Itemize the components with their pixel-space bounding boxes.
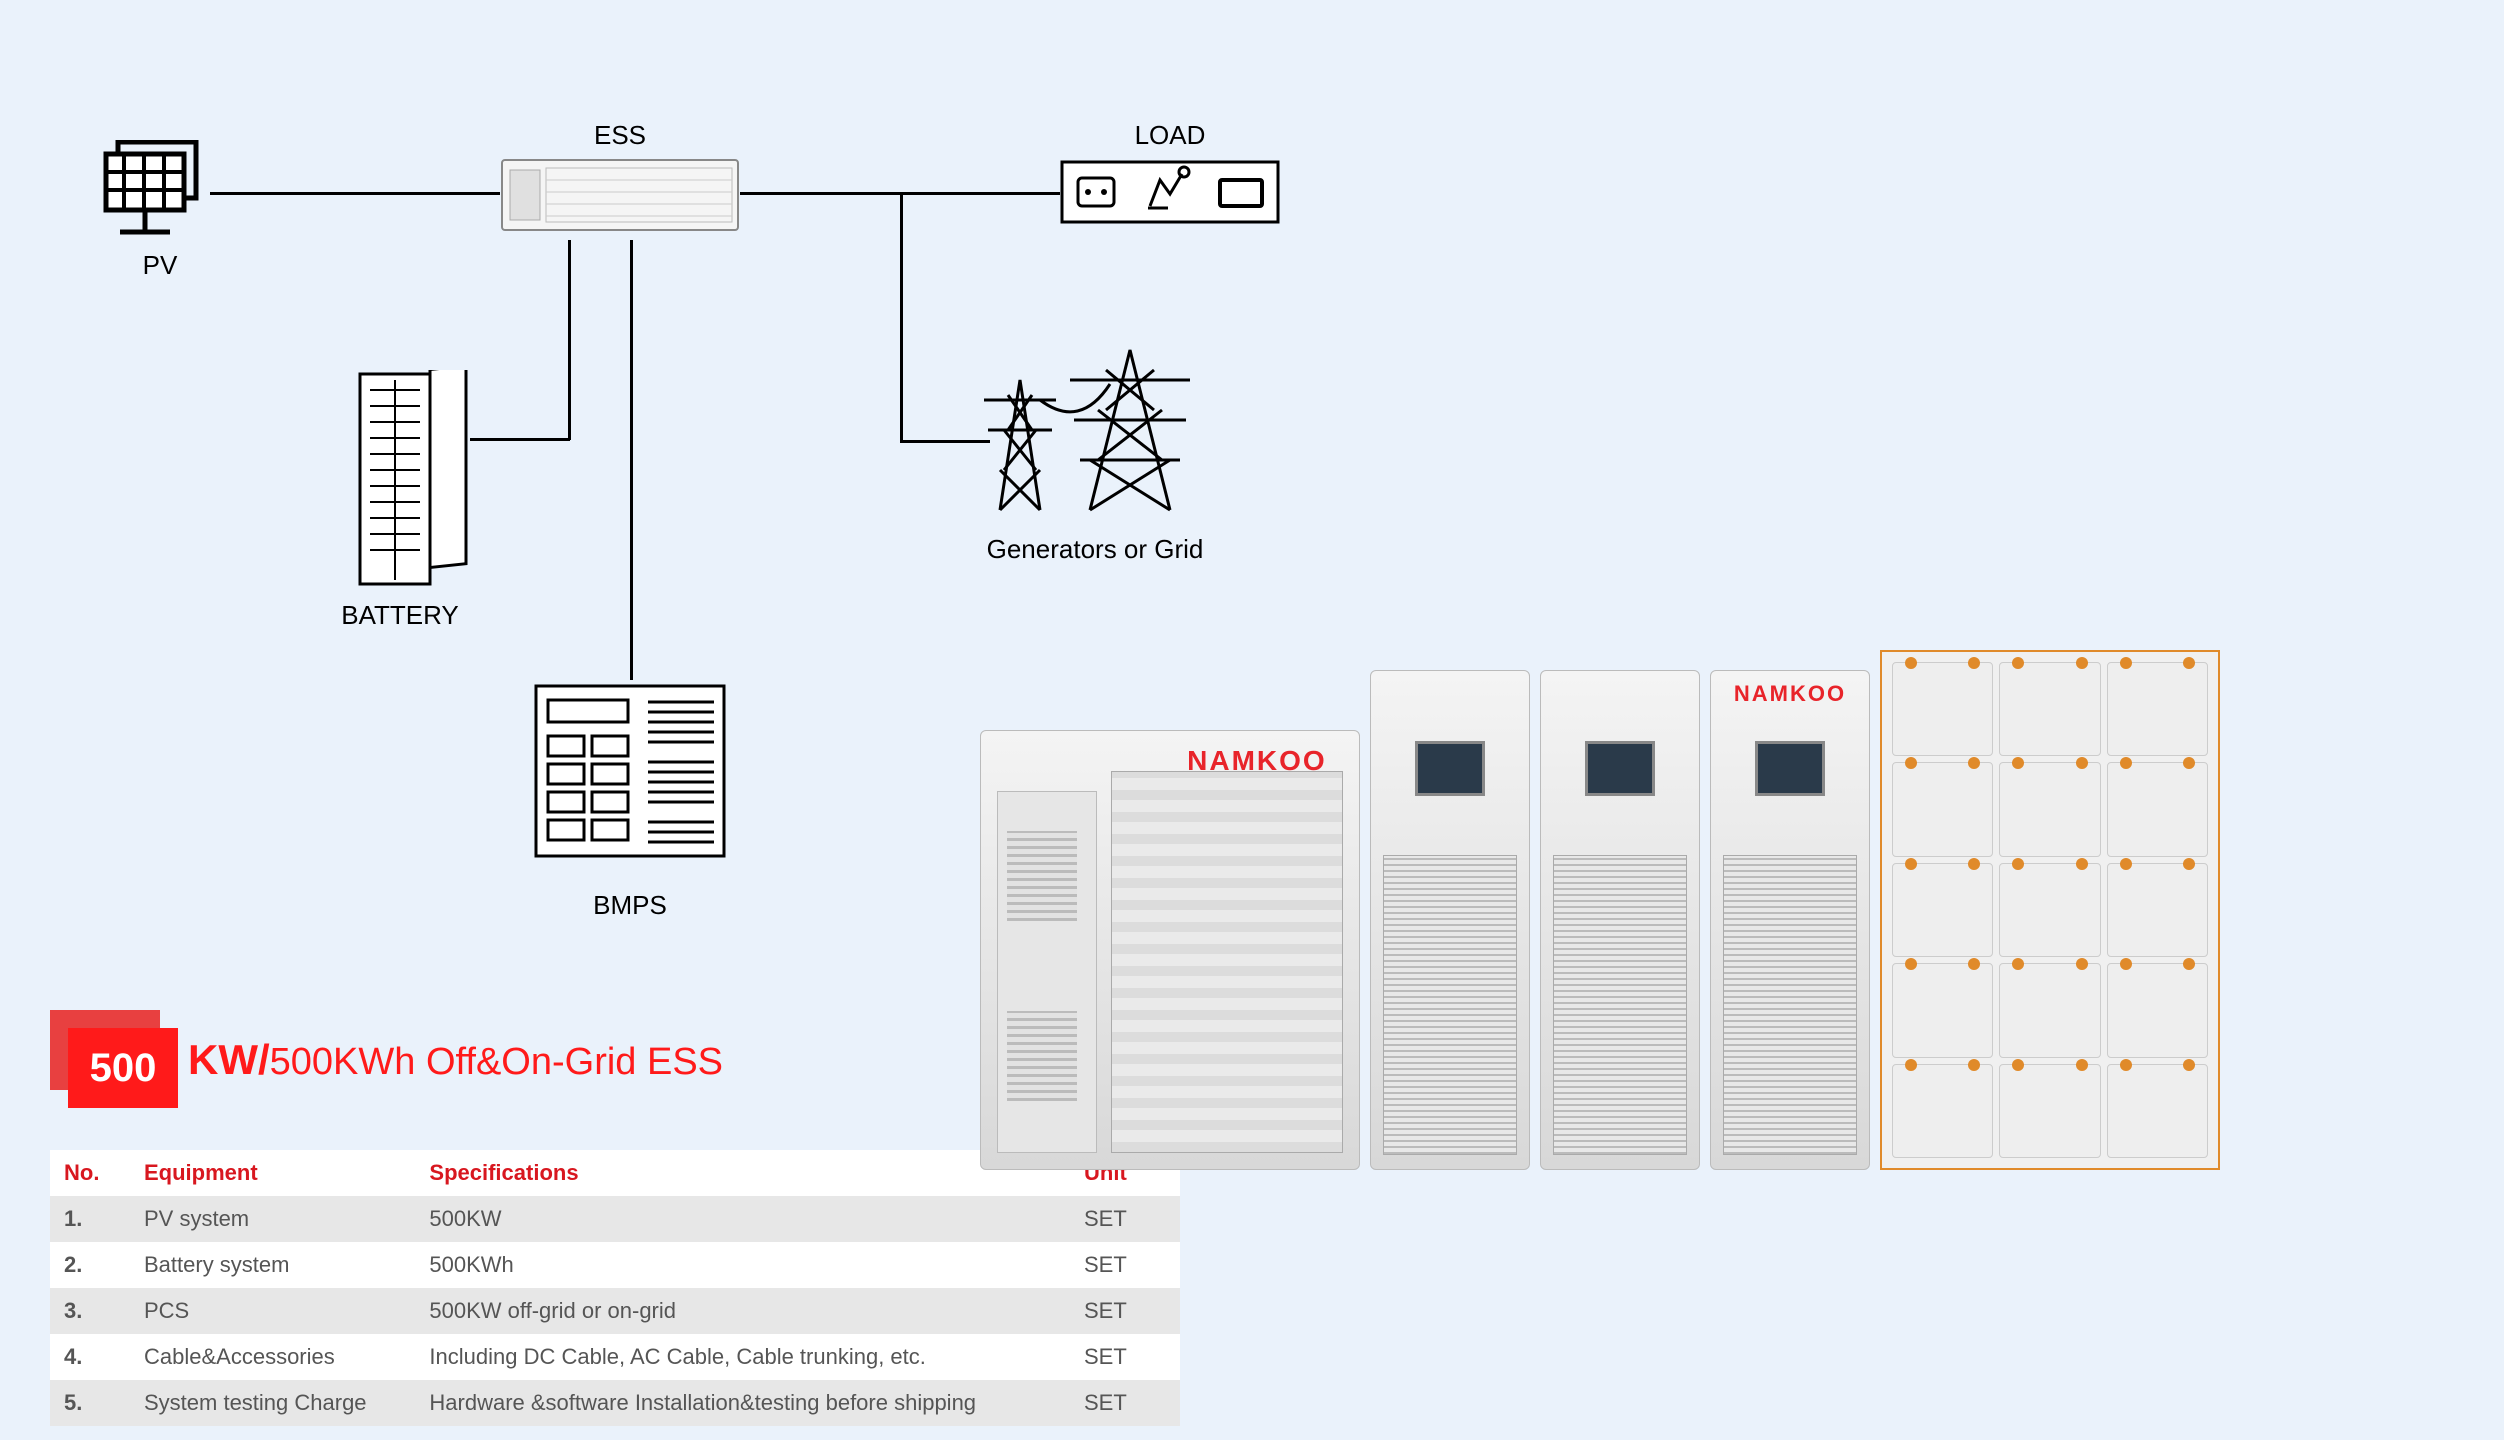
spec-table: No. Equipment Specifications Unit 1. PV … xyxy=(50,1150,1180,1426)
wire-ess-bmps-v xyxy=(630,240,633,680)
table-row: 3. PCS 500KW off-grid or on-grid SET xyxy=(50,1288,1180,1334)
title-block: 500 KW/500KWh Off&On-Grid ESS xyxy=(50,1010,723,1110)
th-spec: Specifications xyxy=(415,1150,1070,1196)
table-row: 1. PV system 500KW SET xyxy=(50,1196,1180,1242)
product-cabinet: NAMKOO xyxy=(1710,670,1870,1170)
load-icon xyxy=(1060,150,1280,235)
title-main: KW/ xyxy=(188,1036,270,1083)
pv-label: PV xyxy=(120,250,200,281)
th-no: No. xyxy=(50,1150,130,1196)
table-row: 4. Cable&Accessories Including DC Cable,… xyxy=(50,1334,1180,1380)
product-container: NAMKOO xyxy=(980,730,1360,1170)
wire-ess-battery-h xyxy=(470,438,570,441)
grid-tower-icon xyxy=(970,340,1230,535)
load-label: LOAD xyxy=(1120,120,1220,151)
th-equipment: Equipment xyxy=(130,1150,415,1196)
wire-ess-grid-v xyxy=(900,192,903,442)
product-battery-rack xyxy=(1880,650,2220,1170)
title-sub: 500KWh Off&On-Grid ESS xyxy=(270,1041,723,1083)
wire-ess-battery-v xyxy=(568,240,571,440)
battery-cabinet-icon xyxy=(330,370,470,595)
bmps-label: BMPS xyxy=(570,890,690,921)
title-badge: 500 xyxy=(50,1010,180,1110)
bmps-icon xyxy=(530,680,730,885)
wire-ess-grid-h xyxy=(900,440,990,443)
title-badge-text: 500 xyxy=(68,1028,178,1108)
pv-panel-icon xyxy=(100,140,210,245)
table-row: 2. Battery system 500KWh SET xyxy=(50,1242,1180,1288)
table-row: 5. System testing Charge Hardware &softw… xyxy=(50,1380,1180,1426)
title-text: KW/500KWh Off&On-Grid ESS xyxy=(188,1036,723,1084)
ess-container-icon xyxy=(500,150,740,245)
ess-label: ESS xyxy=(580,120,660,151)
wire-pv-ess xyxy=(210,192,500,195)
product-lineup: NAMKOO NAMKOO xyxy=(980,610,2460,1170)
grid-label: Generators or Grid xyxy=(950,534,1240,565)
product-cabinet xyxy=(1540,670,1700,1170)
brand-logo: NAMKOO xyxy=(1734,681,1846,707)
battery-label: BATTERY xyxy=(330,600,470,631)
product-cabinet xyxy=(1370,670,1530,1170)
